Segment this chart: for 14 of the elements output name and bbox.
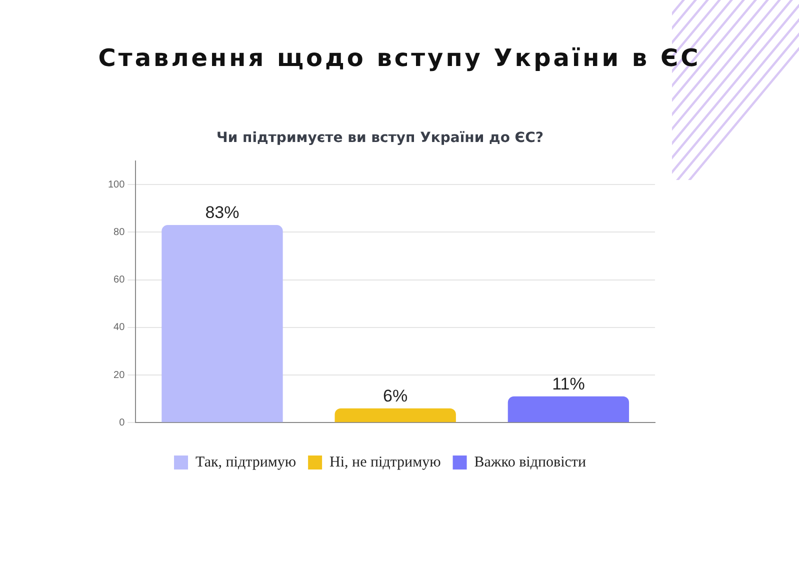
legend-label: Так, підтримую (196, 454, 296, 470)
legend-label: Ні, не підтримую (330, 454, 441, 470)
chart-title: Ставлення щодо вступу України в ЄС (97, 44, 702, 72)
legend-label: Важко відповісти (474, 454, 586, 470)
y-tick-label: 40 (114, 322, 126, 334)
data-label: 6% (383, 386, 408, 406)
y-tick-label: 20 (114, 370, 126, 381)
y-tick-label: 80 (114, 226, 126, 238)
data-label: 11% (552, 374, 585, 394)
data-label: 83% (205, 203, 240, 222)
y-tick-label: 60 (114, 274, 126, 286)
chart-subtitle: Чи підтримуєте ви вступ України до ЄС? (216, 130, 544, 146)
y-tick-label: 0 (119, 417, 126, 428)
y-tick-label: 100 (108, 179, 126, 190)
